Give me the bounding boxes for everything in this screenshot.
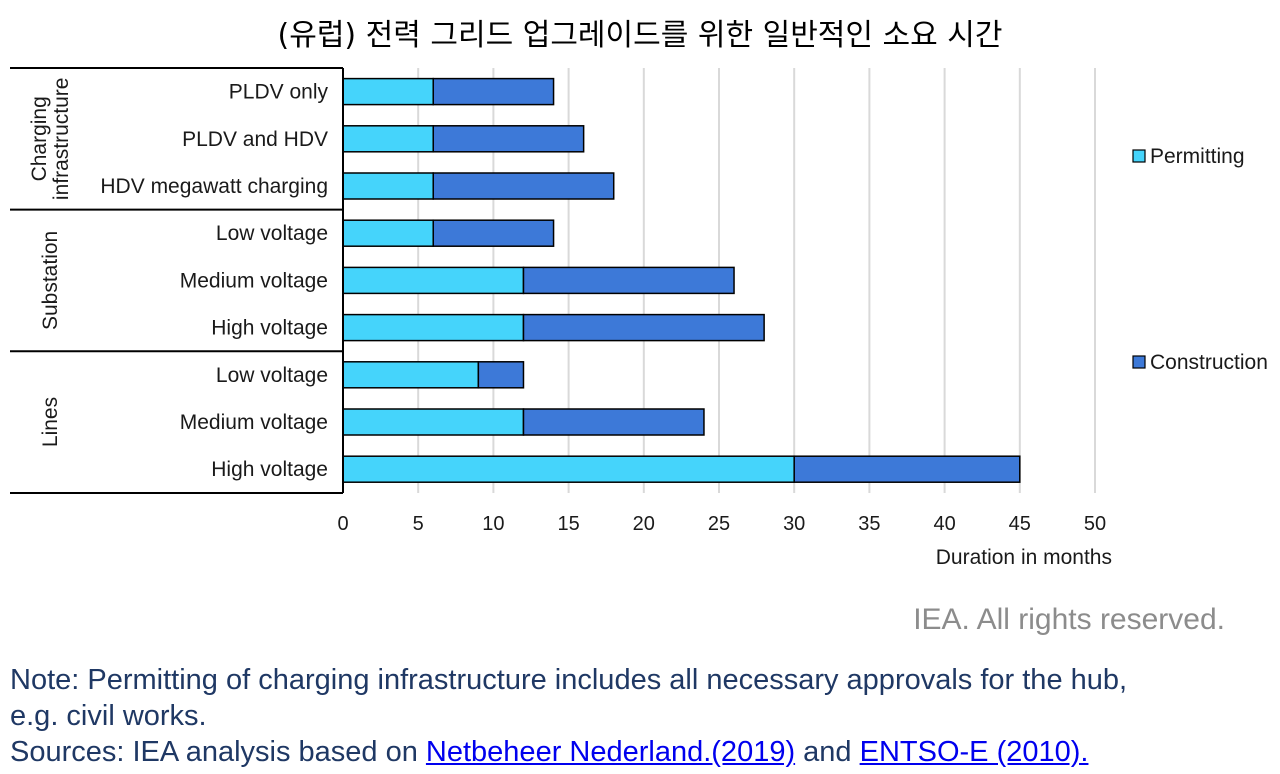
source-link-entsoe[interactable]: ENTSO-E (2010). bbox=[859, 736, 1089, 768]
group-label-line: infrastructure bbox=[50, 78, 73, 201]
bar-permitting-1-1 bbox=[342, 77, 434, 106]
bar-construction-2-3 bbox=[522, 313, 765, 342]
bar-permitting-2-1 bbox=[342, 219, 434, 247]
bar-permitting-2-3 bbox=[342, 313, 525, 342]
bar-construction-1-3 bbox=[432, 172, 615, 200]
group-label: Substation bbox=[39, 231, 62, 330]
source-link-netbeheer[interactable]: Netbeheer Nederland.(2019) bbox=[425, 736, 796, 768]
category-label: Low voltage bbox=[216, 222, 328, 245]
sources-and: and bbox=[795, 736, 860, 768]
legend-swatch-permitting bbox=[1132, 149, 1146, 163]
category-label: Low voltage bbox=[216, 364, 328, 387]
bar-permitting-1-2 bbox=[342, 125, 434, 153]
bar-chart: (유럽) 전력 그리드 업그레이드를 위한 일반적인 소요 시간 0 5 10 15 2… bbox=[10, 18, 1268, 569]
bar-construction-3-3 bbox=[793, 455, 1021, 483]
x-tick-label: 35 bbox=[858, 513, 880, 535]
group-label-line: Substation bbox=[39, 231, 62, 330]
x-axis-title: Duration in months bbox=[936, 546, 1112, 569]
sources-line: Sources: IEA analysis based on Netbeheer… bbox=[10, 734, 1127, 770]
group-label: Charginginfrastructure bbox=[28, 78, 73, 201]
bar-permitting-3-3 bbox=[342, 455, 795, 483]
legend-label-construction: Construction bbox=[1150, 351, 1268, 374]
category-label: HDV megawatt charging bbox=[100, 175, 328, 198]
chart-title: (유럽) 전력 그리드 업그레이드를 위한 일반적인 소요 시간 bbox=[278, 18, 1003, 53]
category-label: Medium voltage bbox=[180, 269, 328, 292]
bar-construction-1-1 bbox=[432, 77, 555, 106]
bar-construction-2-1 bbox=[432, 219, 555, 247]
x-tick-label: 30 bbox=[783, 513, 805, 535]
category-label: PLDV only bbox=[229, 81, 329, 104]
category-label: PLDV and HDV bbox=[182, 128, 328, 151]
group-label-line: Charging bbox=[28, 96, 51, 181]
x-tick-label: 10 bbox=[482, 513, 504, 535]
sources-prefix: Sources: IEA analysis based on bbox=[10, 736, 426, 768]
x-tick-label: 40 bbox=[933, 513, 955, 535]
x-tick-label: 0 bbox=[337, 513, 348, 535]
note-line-2: e.g. civil works. bbox=[10, 700, 207, 732]
x-tick-label: 15 bbox=[557, 513, 579, 535]
bar-construction-1-2 bbox=[432, 125, 585, 153]
x-tick-label: 50 bbox=[1084, 513, 1106, 535]
bar-permitting-1-3 bbox=[342, 172, 434, 200]
bar-permitting-3-1 bbox=[342, 361, 480, 389]
legend-swatch-construction bbox=[1132, 355, 1146, 369]
legend-label-permitting: Permitting bbox=[1150, 145, 1245, 168]
category-label: High voltage bbox=[211, 458, 328, 481]
credit-text: IEA. All rights reserved. bbox=[913, 603, 1225, 636]
notes-block: Note: Permitting of charging infrastruct… bbox=[10, 662, 1127, 770]
x-tick-label: 25 bbox=[708, 513, 730, 535]
x-tick-label: 20 bbox=[633, 513, 655, 535]
group-label-line: Lines bbox=[39, 397, 62, 447]
note-line-1: Note: Permitting of charging infrastruct… bbox=[10, 664, 1128, 696]
bar-permitting-2-2 bbox=[342, 266, 525, 295]
bar-permitting-3-2 bbox=[342, 408, 525, 436]
x-tick-label: 5 bbox=[413, 513, 424, 535]
category-label: High voltage bbox=[211, 317, 328, 340]
x-tick-label: 45 bbox=[1009, 513, 1031, 535]
bar-construction-3-2 bbox=[522, 408, 705, 436]
category-label: Medium voltage bbox=[180, 411, 328, 434]
bar-construction-3-1 bbox=[477, 361, 525, 389]
bar-construction-2-2 bbox=[522, 266, 735, 295]
group-label: Lines bbox=[39, 397, 62, 447]
